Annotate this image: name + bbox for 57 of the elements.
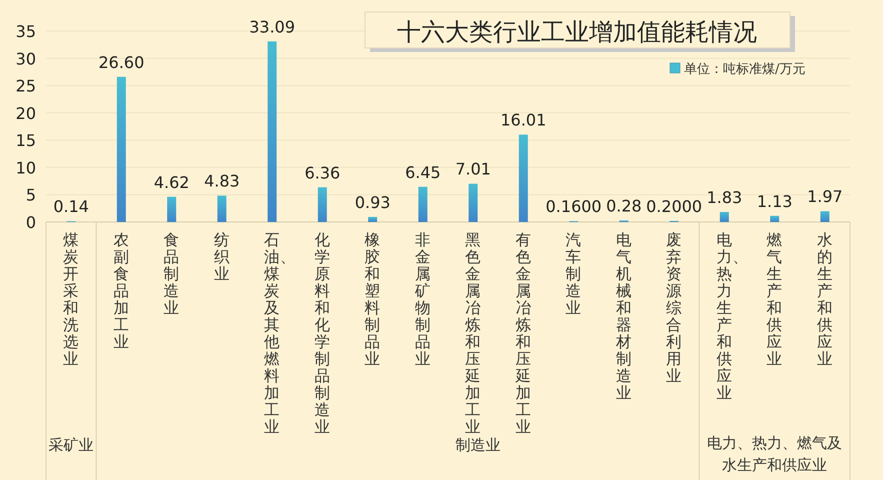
y-tick-label: 30 bbox=[16, 49, 36, 68]
data-label: 4.62 bbox=[154, 172, 190, 192]
data-label: 0.93 bbox=[354, 192, 390, 212]
text: 电力、热力、燃气及水生产和供应业 bbox=[706, 433, 844, 476]
data-label: 4.83 bbox=[204, 172, 240, 191]
data-label: 26.60 bbox=[98, 52, 144, 72]
x-tick-label: 纺织业 bbox=[214, 231, 230, 285]
category-label: 黑色金属冶炼和压延加工业 bbox=[465, 231, 482, 436]
data-label: 0.1600 bbox=[546, 197, 602, 216]
bar bbox=[720, 212, 729, 222]
category-label: 电力、热力生产和供应业 bbox=[716, 231, 748, 402]
bar bbox=[217, 196, 226, 222]
category-label: 废弃资源综合利用业 bbox=[666, 231, 682, 385]
x-tick-label: 煤炭开采和洗选业 bbox=[63, 231, 80, 370]
x-tick-label: 非金属矿物制品业 bbox=[414, 231, 431, 370]
category-label: 电气机械和器材制造业 bbox=[616, 231, 632, 402]
bar bbox=[518, 134, 528, 222]
bar bbox=[116, 76, 126, 222]
text: 采矿业 bbox=[48, 435, 95, 456]
x-tick-label: 食品制造业 bbox=[164, 231, 180, 319]
y-tick-label: 35 bbox=[16, 22, 36, 41]
chart-title: 十六大类行业工业增加值能耗情况 bbox=[397, 18, 757, 46]
text: 制造业 bbox=[454, 435, 502, 456]
data-label: 1.83 bbox=[706, 188, 742, 208]
bar bbox=[268, 41, 277, 222]
data-label: 0.14 bbox=[53, 197, 89, 216]
y-tick-label: 5 bbox=[26, 186, 36, 205]
y-tick-label: 15 bbox=[16, 131, 36, 150]
category-label: 有色金属冶炼和压延加工业 bbox=[515, 231, 532, 436]
data-label: 16.01 bbox=[500, 110, 546, 130]
data-label: 0.28 bbox=[606, 196, 642, 216]
bar bbox=[770, 216, 780, 222]
data-label: 1.97 bbox=[807, 187, 843, 206]
x-tick-label: 燃气生产和供应业 bbox=[766, 231, 783, 368]
bar bbox=[318, 187, 327, 222]
y-tick-label: 20 bbox=[16, 104, 36, 123]
x-tick-label: 橡胶和塑料制品业 bbox=[364, 231, 381, 370]
x-tick-label: 农副食品加工业 bbox=[113, 231, 130, 353]
data-label: 1.13 bbox=[756, 192, 792, 211]
data-label: 6.36 bbox=[304, 163, 340, 182]
bar bbox=[167, 196, 176, 222]
data-label: 6.45 bbox=[405, 162, 441, 182]
data-label: 33.09 bbox=[249, 17, 296, 36]
bar bbox=[368, 216, 378, 222]
y-tick-label: 0 bbox=[26, 213, 36, 232]
x-tick-label: 汽车制造业 bbox=[566, 231, 582, 319]
y-tick-label: 25 bbox=[16, 76, 36, 96]
data-label: 0.2000 bbox=[646, 196, 702, 216]
bar bbox=[468, 184, 478, 222]
y-tick-label: 10 bbox=[16, 158, 36, 178]
legend-label: 单位：吨标准煤/万元 bbox=[684, 62, 806, 77]
category-label: 石油、煤炭及其他燃料加工业 bbox=[264, 231, 296, 436]
bar bbox=[820, 211, 830, 222]
x-tick-label: 水的生产和供应业 bbox=[816, 231, 833, 368]
category-label: 化学原料和化学制品制造业 bbox=[314, 231, 330, 436]
bar bbox=[418, 186, 428, 222]
data-label: 7.01 bbox=[455, 160, 491, 179]
